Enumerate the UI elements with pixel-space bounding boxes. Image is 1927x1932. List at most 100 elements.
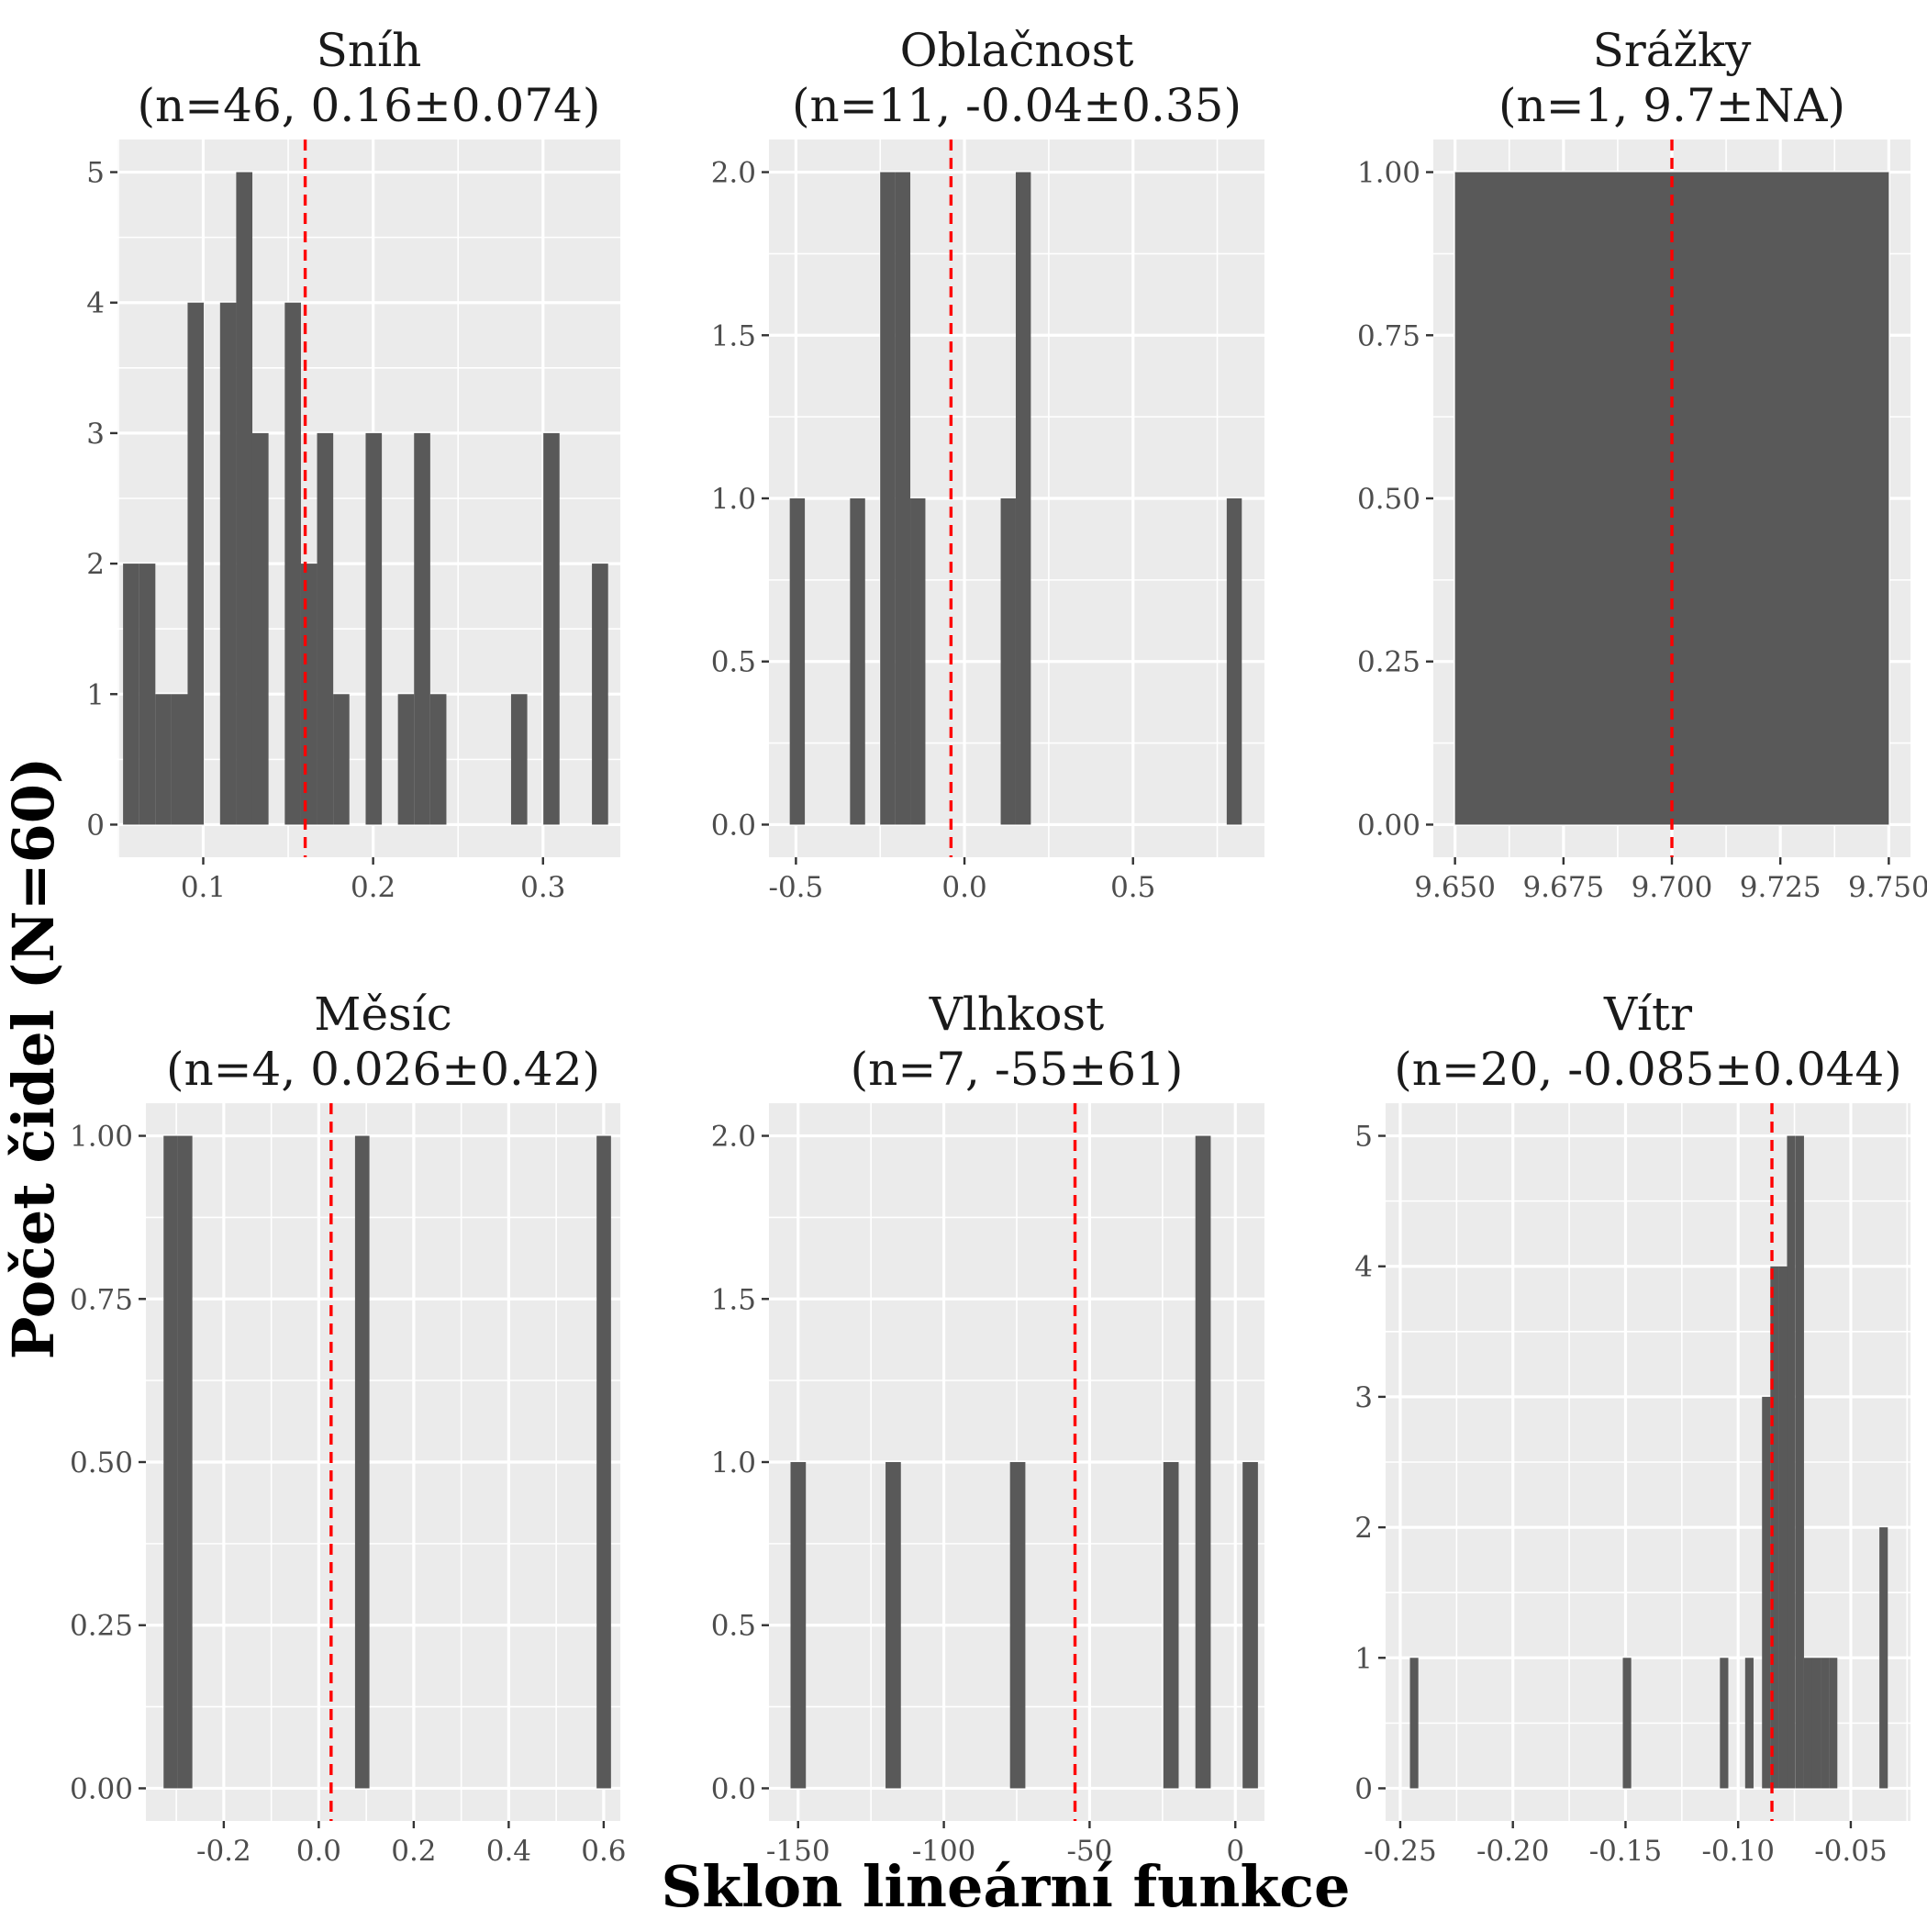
x-tick-label: 0.2 [391,1835,436,1868]
histogram-bar [543,432,560,825]
histogram-bar [236,172,253,825]
y-tick-label: 0.5 [711,1610,756,1643]
panel-oblacnost: 0.0 0.5 1.0 1.5 2.0 -0.5 0.0 0.5 Oblačnost(n=11,… [711,24,1264,904]
y-tick-label: 0.50 [70,1446,133,1480]
y-tick-label: 1.00 [1357,157,1420,190]
y-tick-label: 3 [86,418,105,451]
panel-title: Vlhkost [929,988,1104,1041]
y-tick-label: 0.50 [1357,483,1420,516]
histogram-bar [789,498,806,825]
y-tick-label: 2 [86,548,105,581]
x-tick-label: -0.10 [1701,1835,1775,1868]
x-tick-label: 0.5 [1110,871,1155,904]
panel-title: Vítr [1603,988,1692,1041]
panel-snih: 0 1 2 3 4 5 0.1 0.2 0.3 Sníh(n=46, 0.16±0.074) [86,24,620,904]
histogram-bar [414,432,430,825]
histogram-bar [850,498,865,825]
histogram-bar [880,172,896,825]
y-tick-label: 1.0 [711,1446,756,1480]
histogram-bar [163,1135,178,1789]
histogram-bar [123,564,139,825]
histogram-bar [1163,1462,1179,1789]
histogram-bar [317,432,334,825]
histogram-bar [333,694,350,825]
x-tick-label: -50 [1066,1835,1112,1868]
histogram-bar [1811,1658,1821,1789]
y-tick-label: 1.0 [711,483,756,516]
x-tick-label: 9.750 [1848,871,1927,904]
y-tick-label: 5 [1354,1121,1373,1154]
y-tick-label: 0.0 [711,809,756,842]
histogram-bar [1829,1658,1838,1789]
x-tick-label: 0.1 [181,871,226,904]
histogram-bar [155,694,172,825]
histogram-bar [910,498,926,825]
histogram-bar [139,564,156,825]
x-tick-label: -0.05 [1814,1835,1888,1868]
x-tick-label: 9.700 [1632,871,1713,904]
x-tick-label: -0.2 [196,1835,251,1868]
panel-subtitle: (n=11, -0.04±0.35) [792,79,1242,132]
histogram-bar [1770,1266,1779,1789]
histogram-bar [886,1462,901,1789]
histogram-bar [1821,1658,1830,1789]
panel-title: Sníh [317,24,422,77]
x-tick-label: 0.3 [520,871,565,904]
histogram-bar [1803,1658,1813,1789]
y-tick-label: 0 [1354,1772,1373,1805]
histogram-bar [177,1135,193,1789]
histogram-bar [397,694,415,825]
x-tick-label: -0.5 [768,871,823,904]
histogram-bar [365,432,383,825]
panel-srazky: 0.00 0.25 0.50 0.75 1.00 9.650 9.675 9.700 9.725… [1357,24,1927,904]
y-tick-label: 0.0 [711,1772,756,1805]
y-tick-label: 1.5 [711,319,756,352]
histogram-bar [187,302,205,825]
y-tick-label: 0.00 [1357,809,1420,842]
y-tick-label: 3 [1354,1381,1373,1414]
histogram-bar [354,1135,370,1789]
histogram-bar [1226,498,1242,825]
histogram-bar [1787,1135,1796,1789]
x-tick-label: -0.25 [1364,1835,1437,1868]
x-tick-label: -0.20 [1476,1835,1550,1868]
x-tick-label: 0 [1226,1835,1244,1868]
histogram-bar [251,432,269,825]
x-tick-label: 9.650 [1414,871,1496,904]
histogram-bar [895,172,911,825]
histogram-bar [1000,498,1016,825]
y-tick-label: 1.00 [70,1121,133,1154]
y-tick-label: 2.0 [711,1121,756,1154]
histogram-bar [1744,1658,1754,1789]
y-tick-label: 1 [1354,1642,1373,1675]
y-tick-label: 2 [1354,1512,1373,1545]
histogram-bar [1409,1658,1419,1789]
x-tick-label: -0.15 [1589,1835,1663,1868]
y-tick-label: 2.0 [711,157,756,190]
histogram-bar [1009,1462,1026,1789]
y-tick-label: 0.25 [70,1610,133,1643]
histogram-bar [429,694,447,825]
panel-subtitle: (n=20, -0.085±0.044) [1394,1043,1902,1096]
histogram-bar [300,564,317,825]
histogram-bar [1762,1396,1771,1789]
y-tick-label: 0 [86,809,105,842]
y-tick-label: 1.5 [711,1283,756,1316]
x-tick-label: -100 [912,1835,976,1868]
histogram-bar [790,1462,807,1789]
histogram-bar [1242,1462,1258,1789]
y-tick-label: 0.25 [1357,646,1420,679]
x-tick-label: 0.2 [351,871,395,904]
panel-title: Měsíc [314,988,451,1041]
histogram-bar [1879,1527,1888,1789]
histogram-bar [1015,172,1031,825]
y-tick-label: 4 [86,287,105,320]
histogram-bar [1622,1658,1632,1789]
histogram-bar [219,302,237,825]
panel-subtitle: (n=4, 0.026±0.42) [166,1043,600,1096]
panel-mesic: 0.00 0.25 0.50 0.75 1.00 -0.2 0.0 0.2 0.4 0.6 Měsí… [70,988,627,1868]
y-tick-label: 0.75 [1357,319,1420,352]
y-tick-label: 5 [86,157,105,190]
y-tick-label: 4 [1354,1251,1373,1284]
